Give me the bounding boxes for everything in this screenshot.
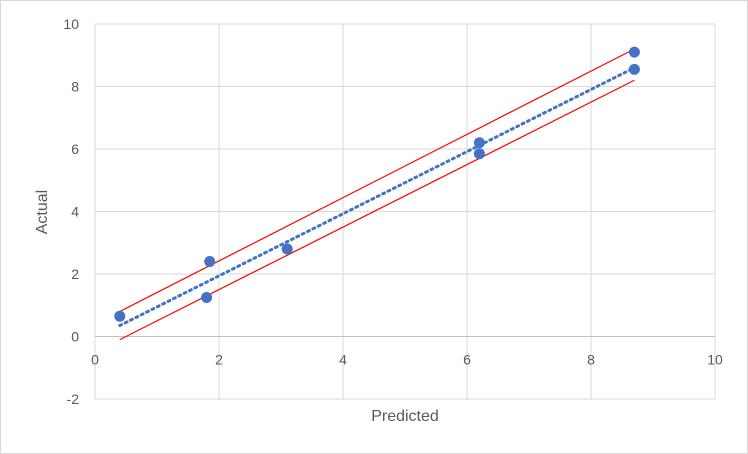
- y-tick-label: 0: [71, 329, 79, 345]
- y-tick-label: 4: [71, 204, 79, 220]
- trendline: [118, 66, 636, 328]
- x-tick-label: 8: [587, 352, 595, 368]
- y-tick-label: 10: [63, 16, 79, 32]
- data-point: [114, 310, 126, 322]
- bound-line: [119, 79, 635, 341]
- x-tick-label: 2: [215, 352, 223, 368]
- tick-layer: 0 2 4 6 8 10 -2 0 2 4 6 8 10: [63, 16, 723, 407]
- bound-line: [119, 48, 635, 313]
- y-tick-label: 2: [71, 266, 79, 282]
- data-point: [473, 148, 485, 160]
- x-tick-label: 10: [707, 352, 723, 368]
- data-point: [281, 243, 293, 255]
- x-tick-label: 6: [463, 352, 471, 368]
- line-layer: [118, 48, 636, 341]
- data-point: [201, 291, 213, 303]
- grid-layer: [94, 23, 716, 400]
- y-tick-label: 6: [71, 141, 79, 157]
- y-tick-label: -2: [67, 391, 80, 407]
- data-point: [628, 63, 640, 75]
- x-axis-title: Predicted: [371, 408, 439, 425]
- point-layer: [114, 46, 640, 322]
- data-point: [204, 256, 216, 267]
- x-tick-label: 4: [339, 352, 347, 368]
- y-axis-title: Actual: [34, 190, 51, 234]
- data-point: [473, 137, 485, 149]
- x-tick-label: 0: [91, 352, 99, 368]
- y-tick-label: 8: [71, 79, 79, 95]
- data-point: [628, 46, 640, 58]
